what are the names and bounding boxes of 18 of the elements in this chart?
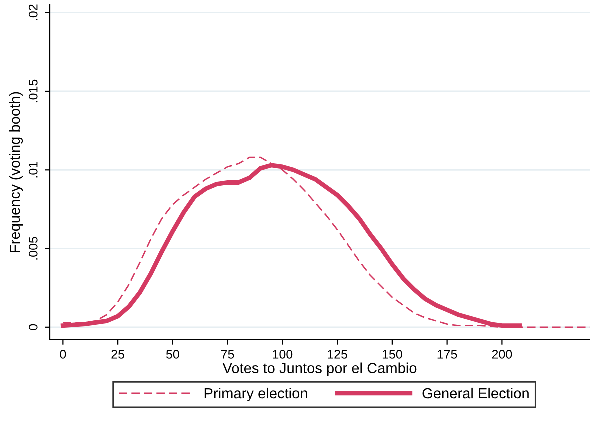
y-axis-title: Frequency (voting booth): [9, 92, 24, 252]
x-axis-title: Votes to Juntos por el Cambio: [222, 362, 417, 376]
x-tick-label: 200: [492, 350, 512, 359]
x-tick-label: 125: [328, 350, 348, 359]
x-tick-label: 175: [438, 350, 458, 359]
legend-label: General Election: [422, 388, 529, 399]
y-tick-label: .015: [28, 80, 38, 103]
x-tick-label: 100: [273, 350, 293, 359]
x-tick-label: 25: [112, 350, 124, 359]
y-tick-label: .02: [28, 4, 38, 20]
x-tick-label: 150: [382, 350, 402, 359]
legend-label: Primary election: [204, 388, 308, 402]
y-tick-label: .01: [28, 162, 38, 178]
x-tick-label: 50: [166, 350, 180, 359]
x-tick-label: 75: [221, 350, 234, 359]
x-tick-label: 0: [60, 350, 66, 359]
y-tick-label: 0: [28, 324, 38, 330]
y-tick-label: .005: [28, 237, 38, 260]
